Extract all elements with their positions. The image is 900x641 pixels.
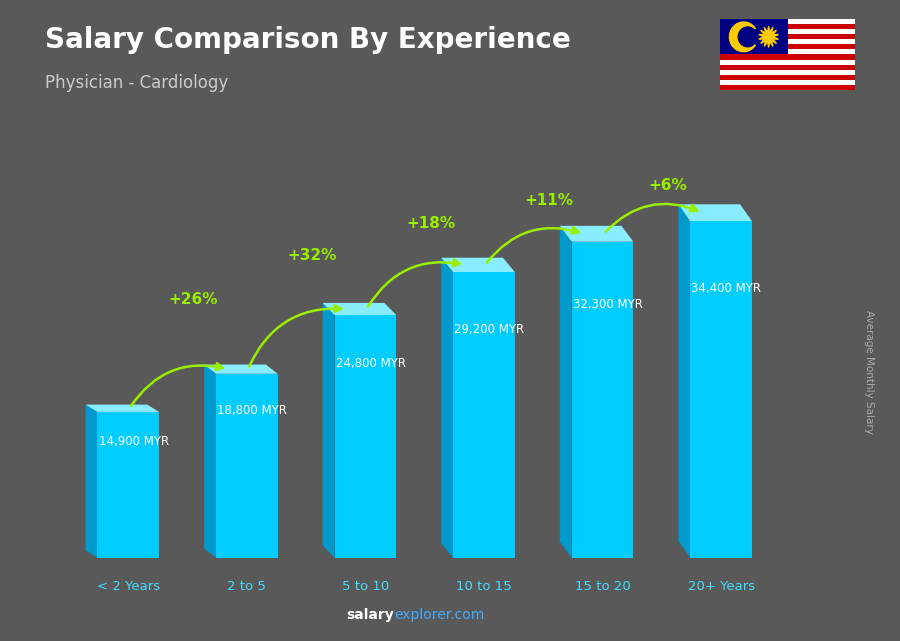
Polygon shape bbox=[441, 258, 515, 272]
Text: 14,900 MYR: 14,900 MYR bbox=[99, 435, 168, 447]
Polygon shape bbox=[560, 226, 634, 242]
Text: +32%: +32% bbox=[287, 248, 337, 263]
Polygon shape bbox=[730, 22, 755, 52]
Text: 32,300 MYR: 32,300 MYR bbox=[573, 298, 643, 312]
Text: salary: salary bbox=[346, 608, 394, 622]
Bar bbox=[720, 79, 855, 85]
Text: 10 to 15: 10 to 15 bbox=[456, 580, 512, 593]
Bar bbox=[720, 74, 855, 79]
Polygon shape bbox=[759, 26, 778, 47]
Bar bbox=[720, 39, 855, 44]
Bar bbox=[720, 19, 788, 54]
Text: +26%: +26% bbox=[168, 292, 218, 307]
Text: +11%: +11% bbox=[525, 193, 573, 208]
Bar bbox=[720, 65, 855, 70]
Text: 5 to 10: 5 to 10 bbox=[342, 580, 389, 593]
Text: 2 to 5: 2 to 5 bbox=[228, 580, 266, 593]
Polygon shape bbox=[323, 303, 335, 558]
Polygon shape bbox=[453, 272, 515, 558]
Bar bbox=[720, 35, 855, 39]
Polygon shape bbox=[679, 204, 752, 221]
Polygon shape bbox=[335, 315, 396, 558]
Text: +6%: +6% bbox=[648, 178, 687, 193]
Polygon shape bbox=[86, 404, 97, 558]
Polygon shape bbox=[97, 412, 159, 558]
Text: explorer.com: explorer.com bbox=[394, 608, 484, 622]
Polygon shape bbox=[690, 221, 752, 558]
Text: Physician - Cardiology: Physician - Cardiology bbox=[45, 74, 229, 92]
Text: +18%: +18% bbox=[406, 216, 455, 231]
Bar bbox=[720, 24, 855, 29]
Polygon shape bbox=[86, 404, 159, 412]
Text: 24,800 MYR: 24,800 MYR bbox=[336, 357, 406, 370]
Bar bbox=[720, 29, 855, 35]
Polygon shape bbox=[560, 226, 572, 558]
Polygon shape bbox=[204, 365, 277, 374]
Bar bbox=[720, 49, 855, 54]
Bar bbox=[720, 44, 855, 49]
Bar bbox=[720, 85, 855, 90]
Text: Average Monthly Salary: Average Monthly Salary bbox=[863, 310, 874, 434]
Text: 29,200 MYR: 29,200 MYR bbox=[454, 322, 525, 336]
Polygon shape bbox=[204, 365, 216, 558]
Text: < 2 Years: < 2 Years bbox=[96, 580, 160, 593]
Polygon shape bbox=[679, 204, 690, 558]
Polygon shape bbox=[572, 242, 634, 558]
Polygon shape bbox=[323, 303, 396, 315]
Text: 15 to 20: 15 to 20 bbox=[574, 580, 630, 593]
Text: 34,400 MYR: 34,400 MYR bbox=[691, 282, 761, 295]
Text: 20+ Years: 20+ Years bbox=[688, 580, 754, 593]
Polygon shape bbox=[441, 258, 453, 558]
Bar bbox=[720, 70, 855, 74]
Polygon shape bbox=[216, 374, 277, 558]
Bar bbox=[720, 60, 855, 65]
Bar bbox=[720, 19, 855, 24]
Bar bbox=[720, 54, 855, 60]
Text: 18,800 MYR: 18,800 MYR bbox=[217, 404, 287, 417]
Text: Salary Comparison By Experience: Salary Comparison By Experience bbox=[45, 26, 571, 54]
